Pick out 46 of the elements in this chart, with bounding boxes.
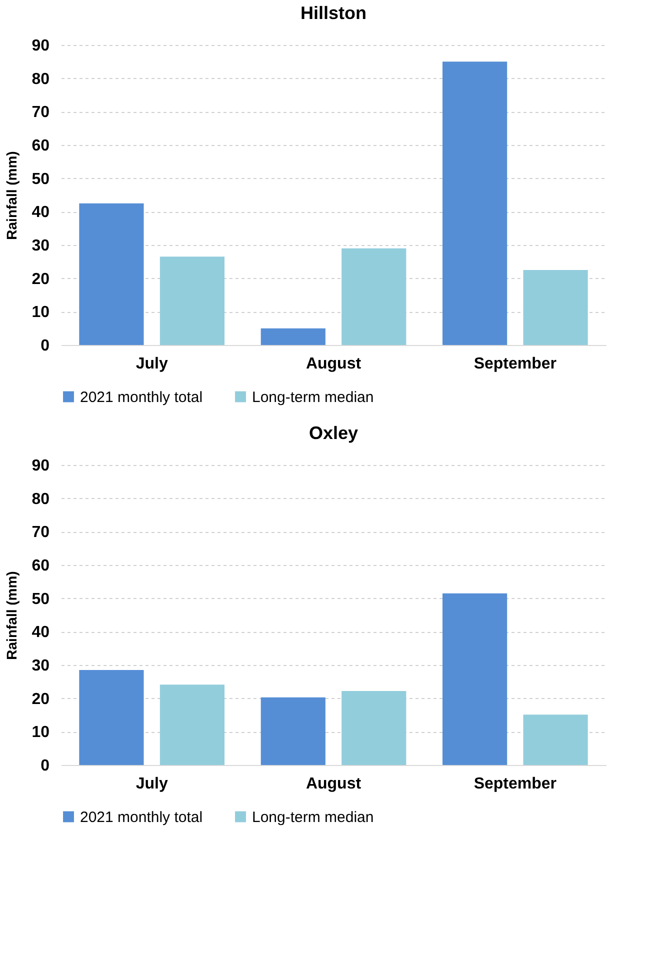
y-tick-label: 50	[32, 170, 50, 188]
bar	[160, 256, 224, 345]
y-tick-label: 30	[32, 658, 50, 674]
legend-label: Long-term median	[252, 388, 374, 406]
y-tick-label: 80	[32, 70, 50, 88]
y-tick-label: 40	[32, 624, 50, 642]
x-tick-label: August	[306, 356, 362, 372]
y-tick-label: 90	[32, 458, 50, 474]
bar	[442, 62, 508, 345]
y-tick-label: 20	[32, 270, 50, 288]
bar	[342, 691, 406, 765]
bar	[79, 203, 144, 345]
y-tick-label: 60	[32, 558, 50, 574]
chart-title: Hillston	[300, 3, 366, 23]
bar	[342, 248, 406, 345]
bar	[79, 670, 144, 765]
y-axis-title: Rainfall (mm)	[4, 151, 20, 240]
legend-label: 2021 monthly total	[80, 388, 203, 406]
y-tick-label: 10	[32, 304, 50, 322]
x-tick-label: September	[474, 356, 557, 372]
y-tick-label: 60	[32, 138, 50, 154]
bar	[160, 684, 224, 765]
y-tick-label: 0	[40, 338, 50, 354]
y-tick-label: 40	[32, 204, 50, 222]
y-tick-label: 0	[40, 758, 50, 774]
bar	[260, 697, 326, 765]
y-tick-label: 30	[32, 238, 50, 254]
bar	[523, 270, 588, 345]
bar	[442, 593, 508, 765]
bar	[260, 328, 326, 345]
x-tick-label: July	[136, 776, 168, 792]
y-tick-label: 10	[32, 724, 50, 742]
y-axis-title: Rainfall (mm)	[4, 571, 20, 660]
legend-label: Long-term median	[252, 808, 374, 826]
y-tick-label: 80	[32, 490, 50, 508]
y-tick-label: 70	[32, 104, 50, 122]
y-tick-label: 50	[32, 590, 50, 608]
x-tick-label: September	[474, 776, 557, 792]
y-tick-label: 90	[32, 38, 50, 54]
chart-title: Oxley	[308, 423, 358, 443]
y-tick-label: 70	[32, 524, 50, 542]
bar	[523, 714, 588, 765]
x-tick-label: August	[306, 776, 362, 792]
legend-label: 2021 monthly total	[80, 808, 203, 826]
y-tick-label: 20	[32, 690, 50, 708]
x-tick-label: July	[136, 356, 168, 372]
